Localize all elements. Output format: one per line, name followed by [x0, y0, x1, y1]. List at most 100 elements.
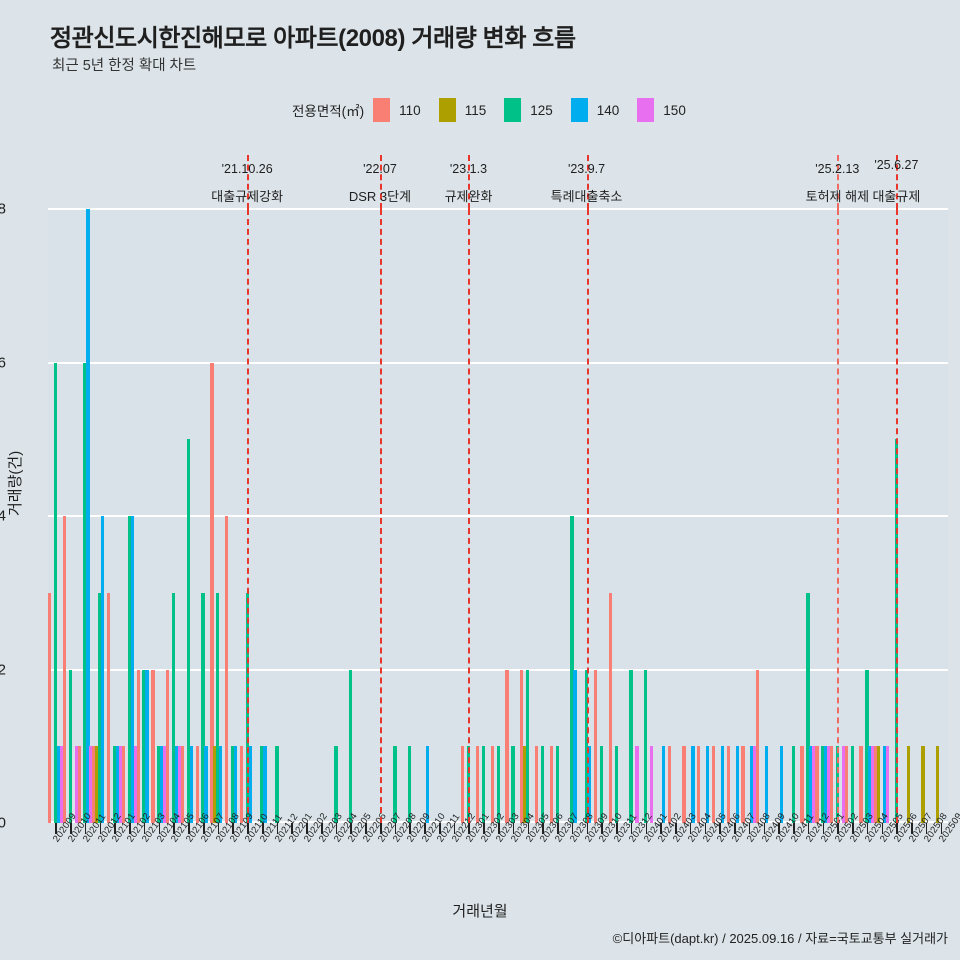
legend-item-110[interactable]: 110 [373, 98, 433, 122]
bar-202310-125[interactable] [599, 746, 604, 823]
bar-202312-150[interactable] [635, 746, 639, 823]
bar-202111-140[interactable] [263, 746, 267, 823]
bar-202502-150[interactable] [841, 746, 846, 823]
bar-202503-125[interactable] [850, 746, 854, 823]
bar-202306-110[interactable] [534, 746, 539, 823]
bar-202302-125[interactable] [481, 746, 486, 823]
bar-202112-125[interactable] [275, 746, 279, 823]
bar-202505-150[interactable] [886, 746, 890, 823]
legend-item-115[interactable]: 115 [438, 98, 499, 122]
bar-202102-150[interactable] [133, 746, 137, 823]
bar-202101-150[interactable] [118, 746, 123, 823]
bar-202406-110[interactable] [711, 746, 716, 823]
legend-item-140[interactable]: 140 [570, 98, 632, 122]
bar-202102-140[interactable] [130, 516, 134, 823]
bar-202401-125[interactable] [644, 669, 648, 823]
bar-202010-125[interactable] [68, 669, 72, 823]
bar-202412-150[interactable] [812, 746, 816, 823]
bar-202409-140[interactable] [765, 746, 769, 823]
bar-202401-150[interactable] [649, 746, 654, 823]
bar-202410-140[interactable] [779, 746, 784, 823]
legend-item-150[interactable]: 150 [637, 98, 698, 122]
bar-202011-125[interactable] [83, 362, 87, 823]
bar-202105-140[interactable] [174, 746, 179, 823]
bar-202009-110[interactable] [48, 592, 52, 823]
bar-202306-125[interactable] [540, 746, 545, 823]
bar-202505-115[interactable] [877, 746, 881, 823]
bar-202103-125[interactable] [142, 669, 146, 823]
bar-202411-125[interactable] [791, 746, 795, 823]
bar-202011-150[interactable] [89, 746, 93, 823]
bar-202304-110[interactable] [505, 669, 509, 823]
bar-202010-110[interactable] [62, 516, 67, 823]
bar-202101-140[interactable] [115, 746, 120, 823]
bar-202107-140[interactable] [204, 746, 208, 823]
bar-202311-125[interactable] [614, 746, 618, 823]
bar-202501-125[interactable] [821, 746, 825, 823]
legend-item-125[interactable]: 125 [504, 98, 565, 122]
bar-202308-125[interactable] [570, 516, 574, 823]
bar-202412-110[interactable] [800, 746, 804, 823]
bar-202508-115[interactable] [921, 746, 925, 823]
bar-202009-140[interactable] [56, 746, 61, 823]
bar-202504-140[interactable] [868, 746, 872, 823]
bar-202312-125[interactable] [629, 669, 633, 823]
bar-202412-125[interactable] [806, 592, 810, 823]
bar-202012-115[interactable] [95, 746, 99, 823]
bar-202501-110[interactable] [815, 746, 819, 823]
bar-202409-110[interactable] [756, 669, 760, 823]
bar-202111-125[interactable] [260, 746, 264, 823]
bar-202108-125[interactable] [216, 592, 220, 823]
bar-202012-125[interactable] [98, 592, 102, 823]
bar-202104-125[interactable] [157, 746, 161, 823]
bar-202108-140[interactable] [219, 746, 223, 823]
bar-202403-110[interactable] [667, 746, 671, 823]
bar-202501-140[interactable] [824, 746, 828, 823]
bar-202009-125[interactable] [53, 362, 58, 823]
bar-202107-125[interactable] [201, 592, 205, 823]
bar-202107-110[interactable] [195, 746, 199, 823]
bar-202408-150[interactable] [753, 746, 757, 823]
bar-202408-110[interactable] [741, 746, 745, 823]
bar-202105-150[interactable] [177, 746, 182, 823]
bar-202104-150[interactable] [163, 746, 167, 823]
bar-202103-140[interactable] [145, 669, 149, 823]
bar-202404-110[interactable] [682, 746, 686, 823]
bar-202209-125[interactable] [408, 746, 412, 823]
bar-202009-150[interactable] [59, 746, 64, 823]
bar-202109-140[interactable] [233, 746, 238, 823]
bar-202402-140[interactable] [661, 746, 666, 823]
bar-202106-110[interactable] [180, 746, 185, 823]
bar-202305-115[interactable] [523, 746, 527, 823]
bar-202504-125[interactable] [865, 669, 869, 823]
bar-202011-110[interactable] [77, 746, 81, 823]
bar-202102-110[interactable] [121, 746, 126, 823]
bar-202307-110[interactable] [549, 746, 553, 823]
bar-202505-110[interactable] [874, 746, 878, 823]
bar-202408-140[interactable] [750, 746, 754, 823]
bar-202110-110[interactable] [239, 746, 244, 823]
bar-202308-140[interactable] [573, 669, 577, 823]
bar-202303-125[interactable] [496, 746, 500, 823]
bar-202210-140[interactable] [425, 746, 429, 823]
bar-202311-110[interactable] [608, 592, 612, 823]
bar-202101-110[interactable] [107, 592, 111, 823]
bar-202502-110[interactable] [829, 746, 834, 823]
bar-202405-140[interactable] [706, 746, 710, 823]
bar-202011-140[interactable] [86, 209, 90, 823]
bar-202405-110[interactable] [697, 746, 701, 823]
bar-202303-110[interactable] [490, 746, 494, 823]
bar-202106-140[interactable] [189, 746, 193, 823]
bar-202412-140[interactable] [809, 746, 813, 823]
bar-202109-125[interactable] [230, 746, 235, 823]
bar-202309-140[interactable] [588, 746, 592, 823]
bar-202106-125[interactable] [186, 439, 190, 823]
bar-202404-140[interactable] [691, 746, 695, 823]
bar-202507-115[interactable] [906, 746, 910, 823]
bar-202501-150[interactable] [827, 746, 831, 823]
bar-202105-110[interactable] [166, 669, 170, 823]
bar-202504-110[interactable] [859, 746, 863, 823]
bar-202101-125[interactable] [112, 746, 117, 823]
bar-202108-110[interactable] [210, 362, 214, 823]
bar-202012-140[interactable] [101, 516, 105, 823]
